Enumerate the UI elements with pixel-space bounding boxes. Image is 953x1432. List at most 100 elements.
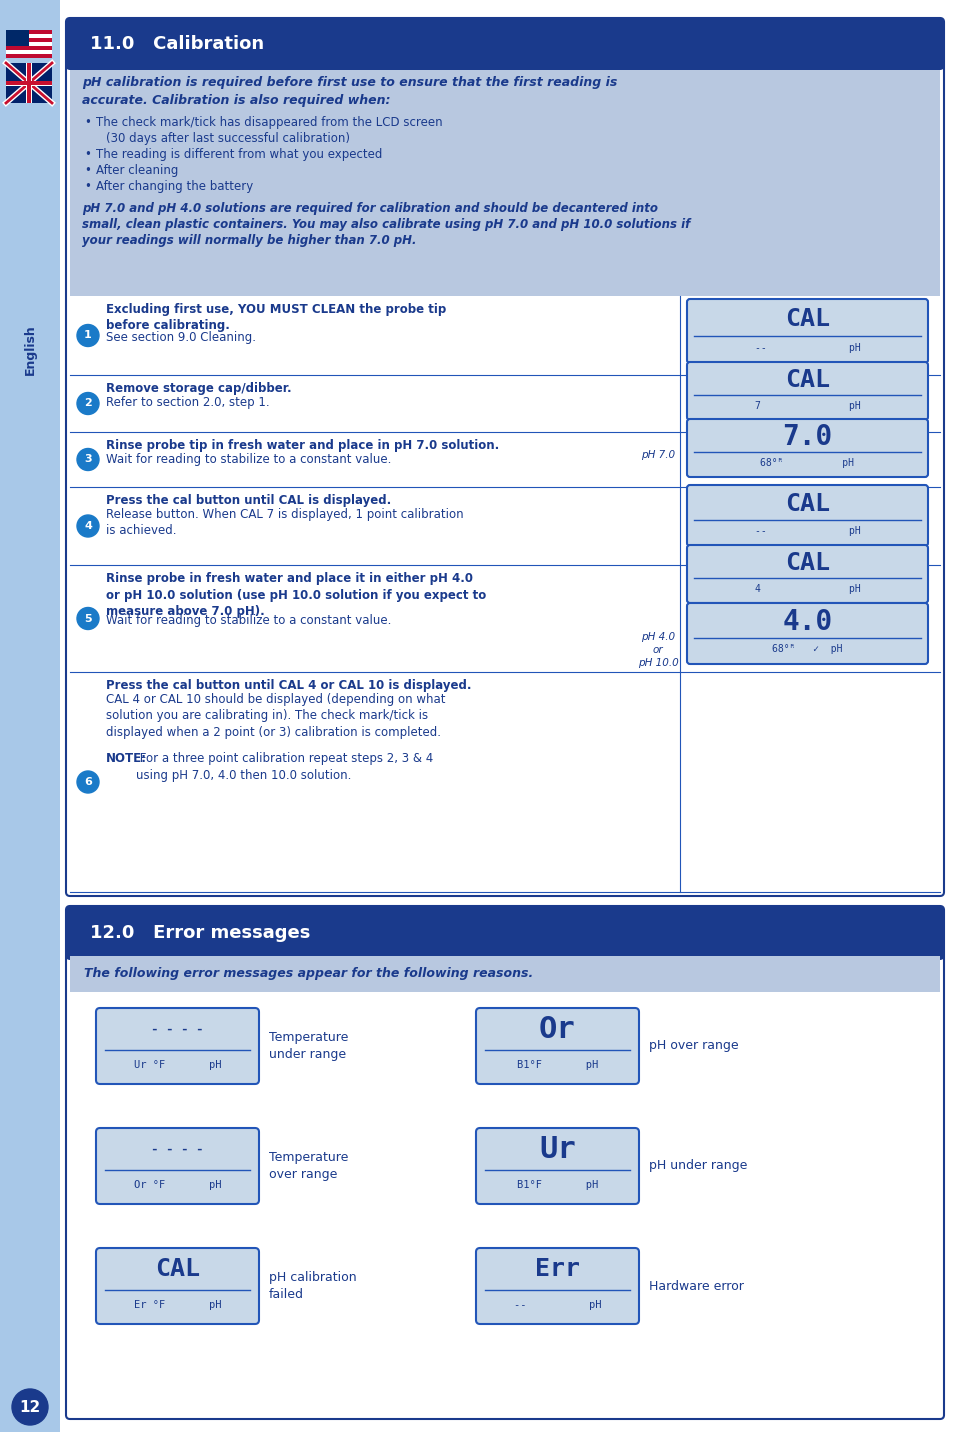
Text: --              pH: -- pH (754, 342, 860, 352)
Text: Temperature
over range: Temperature over range (269, 1151, 348, 1181)
Bar (6, 54, 52, 59)
Bar (70, 66, 939, 296)
Text: Refer to section 2.0, step 1.: Refer to section 2.0, step 1. (106, 397, 270, 410)
Bar (0, 0, 60, 1432)
Text: 6: 6 (84, 778, 91, 788)
Text: Or: Or (538, 1015, 576, 1044)
Bar (6, 63, 52, 103)
Text: pH over range: pH over range (648, 1040, 738, 1053)
Text: pH calibration is required before first use to ensure that the first reading is: pH calibration is required before first … (82, 76, 617, 89)
Text: CAL: CAL (784, 368, 829, 392)
Text: Ur: Ur (538, 1134, 576, 1164)
Bar (6, 46, 52, 50)
Bar (6, 42, 52, 46)
Text: 68°ᴿ   ✓  pH: 68°ᴿ ✓ pH (771, 644, 841, 654)
FancyBboxPatch shape (686, 546, 927, 603)
FancyBboxPatch shape (96, 1128, 258, 1204)
Bar (6, 39, 52, 42)
Text: •: • (84, 180, 91, 193)
FancyBboxPatch shape (476, 1249, 639, 1325)
Text: Hardware error: Hardware error (648, 1280, 743, 1293)
Text: CAL: CAL (154, 1257, 200, 1282)
Text: Or °F       pH: Or °F pH (133, 1180, 221, 1190)
Text: Press the cal button until CAL is displayed.: Press the cal button until CAL is displa… (106, 494, 391, 507)
Bar (27, 63, 30, 103)
FancyBboxPatch shape (686, 299, 927, 362)
FancyBboxPatch shape (66, 906, 943, 1419)
Text: 4: 4 (84, 521, 91, 531)
Text: pH 4.0
or
pH 10.0: pH 4.0 or pH 10.0 (637, 632, 678, 667)
Text: pH 7.0 and pH 4.0 solutions are required for calibration and should be decantere: pH 7.0 and pH 4.0 solutions are required… (82, 202, 658, 215)
Text: CAL: CAL (784, 493, 829, 516)
Text: pH calibration
failed: pH calibration failed (269, 1272, 356, 1302)
FancyBboxPatch shape (686, 420, 927, 477)
Circle shape (77, 607, 99, 630)
Circle shape (12, 1389, 48, 1425)
Text: See section 9.0 Cleaning.: See section 9.0 Cleaning. (106, 331, 255, 344)
FancyBboxPatch shape (66, 19, 943, 70)
Text: Excluding first use, YOU MUST CLEAN the probe tip
before calibrating.: Excluding first use, YOU MUST CLEAN the … (106, 304, 446, 332)
Text: CAL: CAL (784, 306, 829, 331)
Text: 4.0: 4.0 (781, 609, 832, 636)
FancyBboxPatch shape (686, 362, 927, 420)
Text: --              pH: -- pH (754, 527, 860, 537)
Text: CAL: CAL (784, 551, 829, 576)
Text: B1°F       pH: B1°F pH (517, 1060, 598, 1070)
Text: CAL 4 or CAL 10 should be displayed (depending on what
solution you are calibrat: CAL 4 or CAL 10 should be displayed (dep… (106, 693, 445, 739)
FancyBboxPatch shape (476, 1128, 639, 1204)
FancyBboxPatch shape (476, 1008, 639, 1084)
Text: 12: 12 (19, 1399, 41, 1415)
Bar (6, 50, 52, 54)
Text: accurate. Calibration is also required when:: accurate. Calibration is also required w… (82, 95, 390, 107)
FancyBboxPatch shape (96, 1249, 258, 1325)
Circle shape (77, 516, 99, 537)
Text: Er °F       pH: Er °F pH (133, 1300, 221, 1310)
Bar (26, 63, 32, 103)
Circle shape (77, 392, 99, 414)
Text: Remove storage cap/dibber.: Remove storage cap/dibber. (106, 382, 292, 395)
FancyBboxPatch shape (66, 19, 943, 896)
Text: 5: 5 (84, 613, 91, 623)
Text: your readings will normally be higher than 7.0 pH.: your readings will normally be higher th… (82, 233, 416, 246)
Circle shape (77, 770, 99, 793)
Text: 1: 1 (84, 331, 91, 341)
Text: pH 7.0: pH 7.0 (640, 450, 675, 460)
Text: Wait for reading to stabilize to a constant value.: Wait for reading to stabilize to a const… (106, 453, 391, 465)
Text: 7               pH: 7 pH (754, 401, 860, 411)
Text: Release button. When CAL 7 is displayed, 1 point calibration
is achieved.: Release button. When CAL 7 is displayed,… (106, 508, 463, 537)
Text: pH under range: pH under range (648, 1160, 746, 1173)
Text: The following error messages appear for the following reasons.: The following error messages appear for … (84, 968, 533, 981)
Bar (6, 30, 29, 46)
Text: 11.0   Calibration: 11.0 Calibration (90, 34, 264, 53)
Text: •: • (84, 116, 91, 129)
Text: The reading is different from what you expected: The reading is different from what you e… (96, 147, 382, 160)
Circle shape (77, 448, 99, 471)
Text: For a three point calibration repeat steps 2, 3 & 4
using pH 7.0, 4.0 then 10.0 : For a three point calibration repeat ste… (136, 752, 433, 782)
Text: (30 days after last successful calibration): (30 days after last successful calibrati… (106, 132, 350, 145)
Text: 4               pH: 4 pH (754, 584, 860, 594)
Text: 12.0   Error messages: 12.0 Error messages (90, 924, 310, 942)
Text: After cleaning: After cleaning (96, 165, 178, 178)
Text: •: • (84, 165, 91, 178)
Text: 3: 3 (84, 454, 91, 464)
Text: small, clean plastic containers. You may also calibrate using pH 7.0 and pH 10.0: small, clean plastic containers. You may… (82, 218, 690, 231)
Text: Rinse probe in fresh water and place it in either pH 4.0
or pH 10.0 solution (us: Rinse probe in fresh water and place it … (106, 571, 486, 619)
Circle shape (77, 325, 99, 347)
FancyBboxPatch shape (686, 603, 927, 664)
FancyBboxPatch shape (96, 1008, 258, 1084)
Text: Rinse probe tip in fresh water and place in pH 7.0 solution.: Rinse probe tip in fresh water and place… (106, 440, 498, 453)
Text: English: English (24, 325, 36, 375)
Text: - - - -: - - - - (152, 1143, 204, 1156)
Text: NOTE:: NOTE: (106, 752, 147, 765)
FancyBboxPatch shape (686, 485, 927, 546)
Text: B1°F       pH: B1°F pH (517, 1180, 598, 1190)
FancyBboxPatch shape (66, 906, 943, 959)
Text: Temperature
under range: Temperature under range (269, 1031, 348, 1061)
Text: •: • (84, 147, 91, 160)
Text: - - - -: - - - - (152, 1022, 204, 1035)
Bar (6, 82, 52, 84)
Text: Ur °F       pH: Ur °F pH (133, 1060, 221, 1070)
Text: 7.0: 7.0 (781, 422, 832, 451)
Text: Press the cal button until CAL 4 or CAL 10 is displayed.: Press the cal button until CAL 4 or CAL … (106, 679, 471, 692)
Text: --          pH: -- pH (514, 1300, 600, 1310)
